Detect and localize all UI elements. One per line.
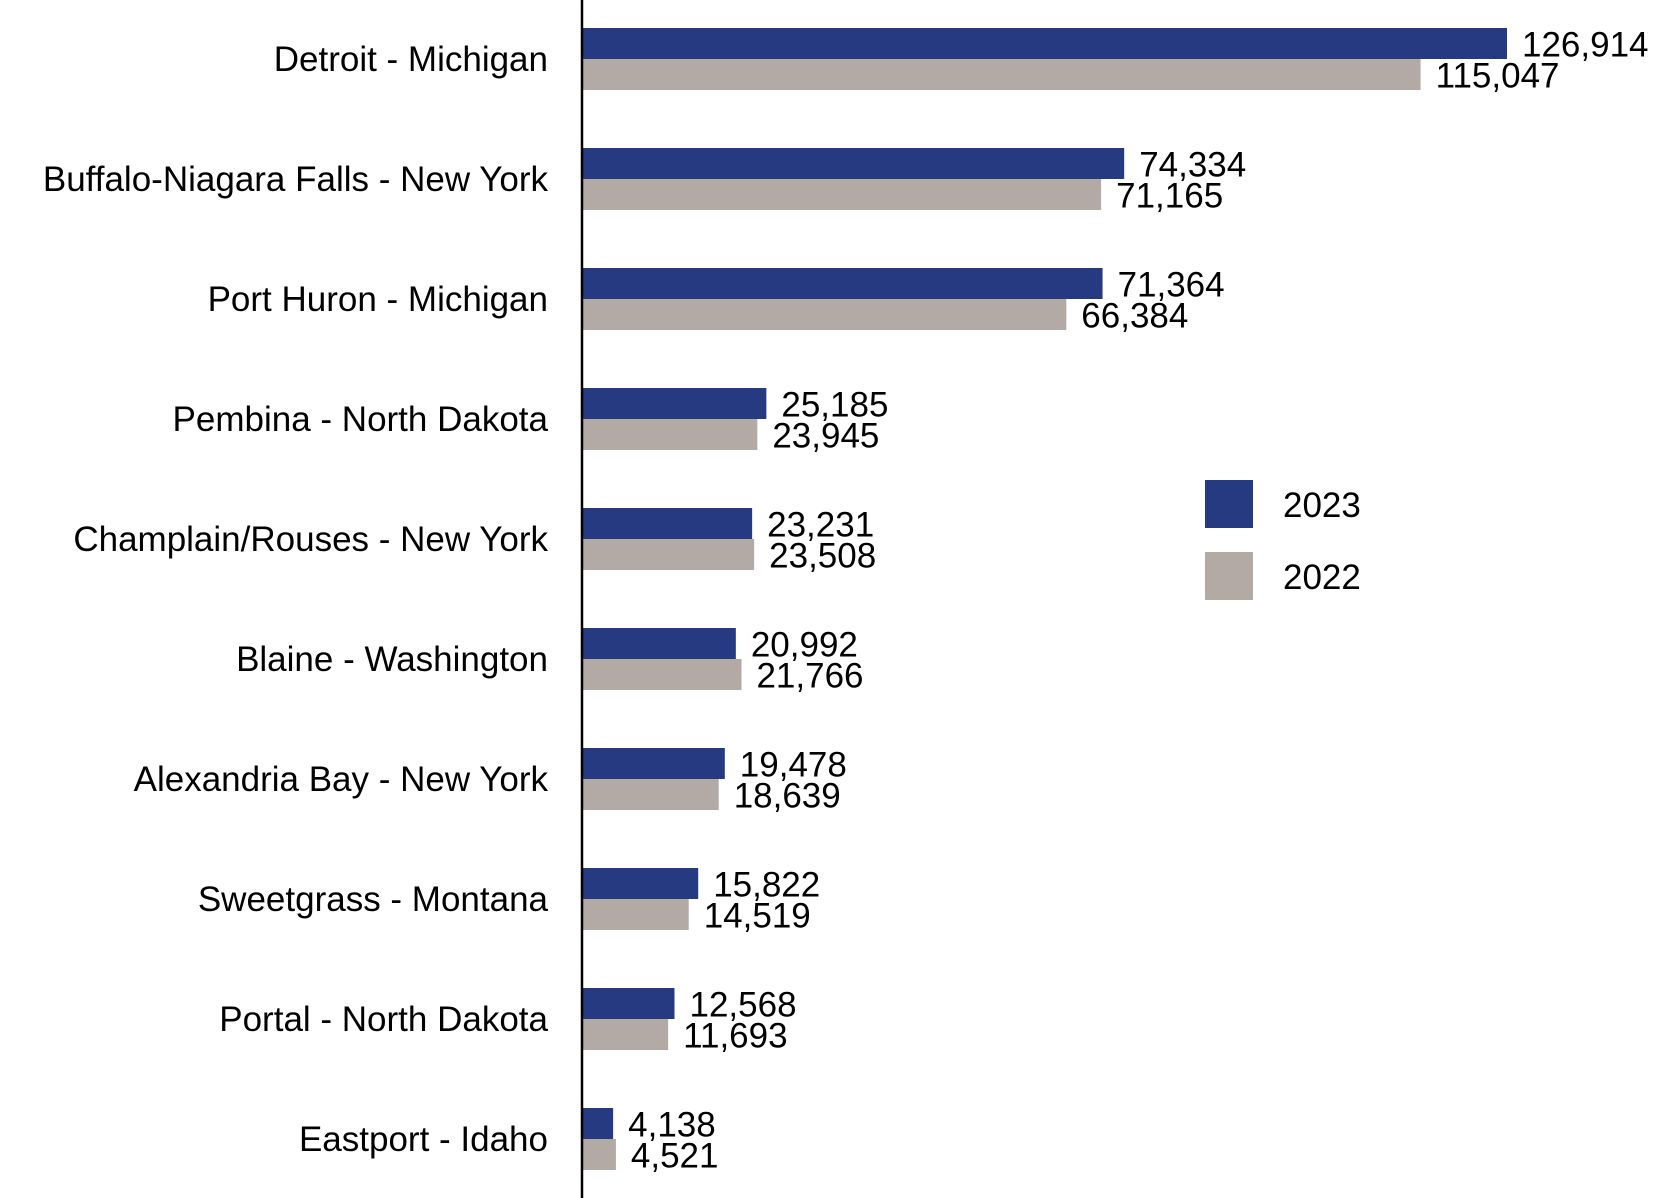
category-label-sweetgrass-montana: Sweetgrass - Montana — [198, 880, 549, 919]
category-label-detroit-michigan: Detroit - Michigan — [274, 40, 548, 79]
category-label-pembina-north-dakota: Pembina - North Dakota — [173, 400, 549, 439]
value-label-2022-sweetgrass-montana: 14,519 — [704, 897, 811, 936]
value-label-2023-eastport-idaho: 4,138 — [628, 1106, 716, 1145]
value-label-2023-pembina-north-dakota: 25,185 — [781, 386, 888, 425]
bar-2022-blaine-washington — [583, 659, 742, 690]
category-label-portal-north-dakota: Portal - North Dakota — [219, 1000, 548, 1039]
bar-2023-blaine-washington — [583, 628, 736, 659]
value-label-2022-pembina-north-dakota: 23,945 — [772, 417, 879, 456]
value-label-2022-portal-north-dakota: 11,693 — [683, 1017, 787, 1056]
bar-2022-alexandria-bay-new-york — [583, 779, 719, 810]
category-label-buffalo-niagara-falls-new-york: Buffalo-Niagara Falls - New York — [43, 160, 549, 199]
category-label-alexandria-bay-new-york: Alexandria Bay - New York — [134, 760, 549, 799]
bar-2023-eastport-idaho — [583, 1108, 614, 1139]
bar-2022-eastport-idaho — [583, 1139, 616, 1170]
value-label-2022-port-huron-michigan: 66,384 — [1081, 297, 1188, 336]
bar-2023-buffalo-niagara-falls-new-york — [583, 148, 1125, 179]
bar-2023-port-huron-michigan — [583, 268, 1103, 299]
category-label-champlain-rouses-new-york: Champlain/Rouses - New York — [73, 520, 548, 559]
value-label-2023-buffalo-niagara-falls-new-york: 74,334 — [1139, 146, 1246, 185]
value-label-2022-buffalo-niagara-falls-new-york: 71,165 — [1116, 177, 1223, 216]
legend-swatch-2023 — [1205, 480, 1253, 528]
bar-2022-port-huron-michigan — [583, 299, 1067, 330]
value-label-2023-sweetgrass-montana: 15,822 — [713, 866, 820, 905]
legend-swatch-2022 — [1205, 552, 1253, 600]
value-label-2022-detroit-michigan: 115,047 — [1436, 57, 1560, 96]
value-label-2023-alexandria-bay-new-york: 19,478 — [740, 746, 847, 785]
value-label-2023-port-huron-michigan: 71,364 — [1118, 266, 1225, 305]
bar-2022-pembina-north-dakota — [583, 419, 758, 450]
value-label-2023-blaine-washington: 20,992 — [751, 626, 858, 665]
bar-2022-portal-north-dakota — [583, 1019, 669, 1050]
legend: 2023 2022 — [1205, 480, 1361, 600]
bar-2022-buffalo-niagara-falls-new-york — [583, 179, 1102, 210]
bar-2023-detroit-michigan — [583, 28, 1507, 59]
value-label-2022-champlain-rouses-new-york: 23,508 — [769, 537, 876, 576]
category-label-eastport-idaho: Eastport - Idaho — [299, 1120, 548, 1159]
value-label-2023-portal-north-dakota: 12,568 — [690, 986, 797, 1025]
legend-label-2022: 2022 — [1283, 558, 1361, 597]
value-label-2022-blaine-washington: 21,766 — [756, 657, 863, 696]
legend-label-2023: 2023 — [1283, 486, 1361, 525]
bar-2023-portal-north-dakota — [583, 988, 675, 1019]
bar-2023-sweetgrass-montana — [583, 868, 699, 899]
bars-layer — [583, 28, 1507, 1170]
category-label-blaine-washington: Blaine - Washington — [236, 640, 548, 679]
value-label-2022-eastport-idaho: 4,521 — [631, 1137, 719, 1176]
bar-2023-champlain-rouses-new-york — [583, 508, 753, 539]
value-label-2023-detroit-michigan: 126,914 — [1522, 26, 1649, 65]
category-label-port-huron-michigan: Port Huron - Michigan — [208, 280, 548, 319]
bar-2022-detroit-michigan — [583, 59, 1421, 90]
bar-2023-alexandria-bay-new-york — [583, 748, 725, 779]
value-label-2022-alexandria-bay-new-york: 18,639 — [734, 777, 841, 816]
bar-2022-champlain-rouses-new-york — [583, 539, 755, 570]
value-label-2023-champlain-rouses-new-york: 23,231 — [767, 506, 874, 545]
bar-2022-sweetgrass-montana — [583, 899, 689, 930]
bar-2023-pembina-north-dakota — [583, 388, 767, 419]
